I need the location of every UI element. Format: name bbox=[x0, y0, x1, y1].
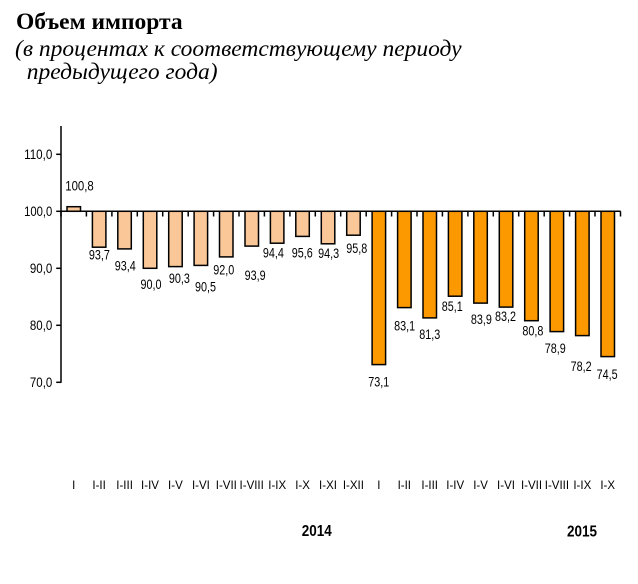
svg-text:I-IV: I-IV bbox=[446, 480, 464, 492]
svg-text:I: I bbox=[377, 480, 380, 492]
svg-text:74,5: 74,5 bbox=[597, 366, 618, 382]
svg-text:I-XII: I-XII bbox=[343, 480, 364, 492]
svg-text:I-III: I-III bbox=[116, 480, 133, 492]
svg-text:95,6: 95,6 bbox=[292, 245, 313, 261]
svg-text:94,4: 94,4 bbox=[263, 245, 284, 261]
svg-text:83,2: 83,2 bbox=[495, 308, 516, 324]
svg-text:I-XI: I-XI bbox=[319, 480, 337, 492]
svg-text:100,0: 100,0 bbox=[24, 203, 52, 219]
svg-text:I-VII: I-VII bbox=[521, 480, 542, 492]
svg-text:I-VII: I-VII bbox=[216, 480, 237, 492]
svg-text:I-III: I-III bbox=[421, 480, 438, 492]
svg-text:I: I bbox=[72, 480, 75, 492]
svg-text:70,0: 70,0 bbox=[30, 374, 53, 390]
svg-text:94,3: 94,3 bbox=[318, 245, 339, 261]
svg-text:I-II: I-II bbox=[92, 480, 105, 492]
svg-text:80,0: 80,0 bbox=[30, 317, 53, 333]
svg-text:I-IX: I-IX bbox=[268, 480, 286, 492]
svg-text:73,1: 73,1 bbox=[368, 373, 389, 389]
svg-text:I-VIII: I-VIII bbox=[545, 480, 569, 492]
svg-text:90,5: 90,5 bbox=[195, 278, 216, 294]
svg-text:110,0: 110,0 bbox=[24, 146, 52, 162]
svg-text:93,7: 93,7 bbox=[89, 247, 110, 263]
svg-text:83,9: 83,9 bbox=[471, 311, 492, 327]
svg-text:I-VI: I-VI bbox=[192, 480, 210, 492]
svg-text:90,0: 90,0 bbox=[141, 276, 162, 292]
svg-text:92,0: 92,0 bbox=[213, 261, 234, 277]
svg-text:93,4: 93,4 bbox=[115, 258, 136, 274]
svg-text:I-X: I-X bbox=[600, 480, 615, 492]
svg-text:90,3: 90,3 bbox=[169, 270, 190, 286]
svg-text:90,0: 90,0 bbox=[30, 260, 53, 276]
svg-text:I-II: I-II bbox=[398, 480, 411, 492]
svg-text:80,8: 80,8 bbox=[522, 323, 543, 339]
svg-text:2014: 2014 bbox=[302, 523, 332, 540]
svg-text:I-IX: I-IX bbox=[573, 480, 591, 492]
svg-text:2015: 2015 bbox=[567, 524, 597, 541]
svg-text:100,8: 100,8 bbox=[65, 178, 94, 194]
svg-text:I-V: I-V bbox=[168, 480, 183, 492]
svg-text:78,9: 78,9 bbox=[545, 340, 566, 356]
svg-text:78,2: 78,2 bbox=[571, 358, 592, 374]
svg-text:83,1: 83,1 bbox=[394, 318, 415, 334]
svg-text:I-IV: I-IV bbox=[141, 480, 159, 492]
svg-text:95,8: 95,8 bbox=[346, 240, 367, 256]
svg-text:I-VI: I-VI bbox=[497, 480, 515, 492]
svg-text:I-VIII: I-VIII bbox=[240, 480, 264, 492]
svg-text:I-V: I-V bbox=[473, 480, 488, 492]
svg-text:81,3: 81,3 bbox=[419, 326, 440, 342]
svg-text:85,1: 85,1 bbox=[442, 298, 463, 314]
svg-text:I-X: I-X bbox=[295, 480, 310, 492]
svg-text:93,9: 93,9 bbox=[245, 267, 266, 283]
